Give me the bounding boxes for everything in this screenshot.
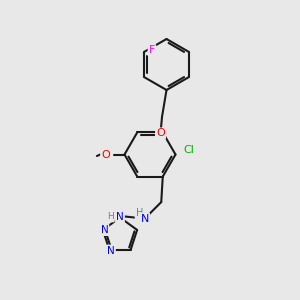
Text: N: N xyxy=(107,246,115,256)
Text: N: N xyxy=(100,225,108,235)
Text: O: O xyxy=(101,149,110,160)
Text: N: N xyxy=(116,212,124,222)
Text: H: H xyxy=(136,208,143,218)
Text: Cl: Cl xyxy=(184,145,194,155)
Text: F: F xyxy=(149,45,155,55)
Text: N: N xyxy=(141,214,149,224)
Text: H: H xyxy=(107,212,114,221)
Text: O: O xyxy=(156,128,165,139)
